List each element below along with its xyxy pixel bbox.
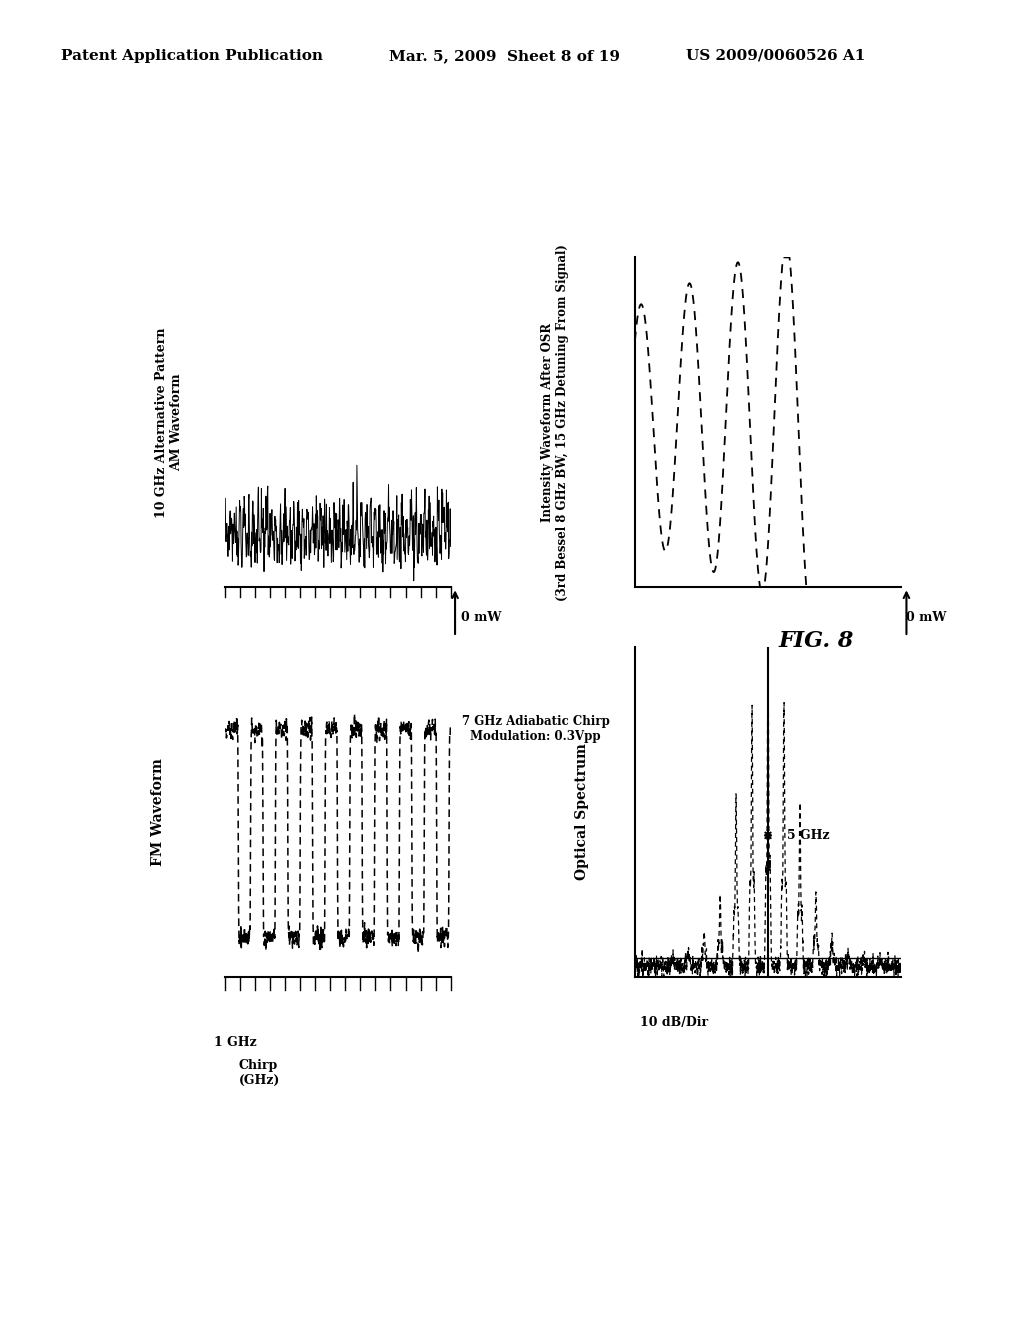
- Text: 10 GHz Alternative Pattern
AM Waveform: 10 GHz Alternative Pattern AM Waveform: [155, 327, 183, 517]
- Text: US 2009/0060526 A1: US 2009/0060526 A1: [686, 49, 865, 63]
- Text: Patent Application Publication: Patent Application Publication: [61, 49, 324, 63]
- Text: Optical Spectrum: Optical Spectrum: [574, 743, 589, 880]
- Text: 5 GHz: 5 GHz: [786, 829, 829, 842]
- Text: FM Waveform: FM Waveform: [151, 758, 165, 866]
- Text: 0 mW: 0 mW: [906, 611, 946, 624]
- Text: FIG. 8: FIG. 8: [778, 630, 854, 652]
- Text: 7 GHz Adiabatic Chirp
Modulation: 0.3Vpp: 7 GHz Adiabatic Chirp Modulation: 0.3Vpp: [462, 715, 609, 743]
- Text: Chirp
(GHz): Chirp (GHz): [239, 1059, 281, 1088]
- Text: Mar. 5, 2009  Sheet 8 of 19: Mar. 5, 2009 Sheet 8 of 19: [389, 49, 621, 63]
- Text: Intensity Waveform After OSR
(3rd Bessel 8 GHz BW, 15 GHz Detuning From Signal): Intensity Waveform After OSR (3rd Bessel…: [541, 244, 569, 601]
- Text: 10 dB/Dir: 10 dB/Dir: [640, 1016, 709, 1030]
- Text: 0 mW: 0 mW: [461, 611, 501, 624]
- Text: 1 GHz: 1 GHz: [214, 1036, 257, 1049]
